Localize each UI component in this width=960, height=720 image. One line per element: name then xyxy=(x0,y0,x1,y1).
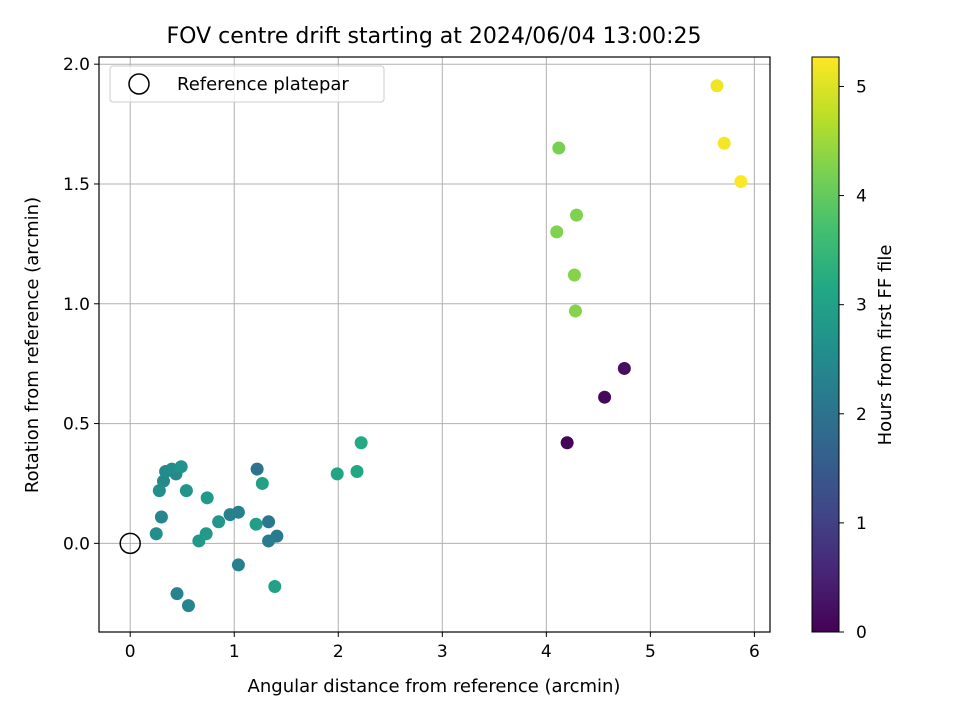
data-point xyxy=(170,587,184,601)
y-tick-label: 0.0 xyxy=(63,534,90,554)
data-point xyxy=(550,225,564,239)
x-tick-label: 6 xyxy=(749,642,760,662)
x-tick-label: 2 xyxy=(333,642,344,662)
data-point xyxy=(262,515,276,529)
colorbar-gradient xyxy=(812,57,839,632)
colorbar: 0 1 2 3 4 5 Hours from first FF file xyxy=(811,56,896,643)
x-tick-label: 1 xyxy=(229,642,240,662)
data-point xyxy=(617,361,631,375)
data-point xyxy=(255,476,269,490)
colorbar-frame xyxy=(811,56,840,633)
x-tick-label: 3 xyxy=(437,642,448,662)
data-point xyxy=(570,208,584,222)
x-tick-label: 5 xyxy=(645,642,656,662)
y-tick-label: 1.0 xyxy=(63,295,90,315)
data-point xyxy=(268,579,282,593)
data-point xyxy=(330,467,344,481)
x-tick-label: 0 xyxy=(125,642,136,662)
data-point xyxy=(350,464,364,478)
data-point xyxy=(154,510,168,524)
colorbar-tick-label: 4 xyxy=(856,187,867,207)
legend: Reference platepar xyxy=(109,65,385,103)
legend-reference-marker xyxy=(128,73,150,95)
legend-entry-label: Reference platepar xyxy=(177,74,349,95)
data-point xyxy=(552,141,566,155)
colorbar-ticks: 0 1 2 3 4 5 xyxy=(839,77,867,643)
colorbar-label: Hours from first FF file xyxy=(875,245,896,446)
data-point xyxy=(249,517,263,531)
reference-marker-layer xyxy=(119,532,141,555)
y-tick-label: 2.0 xyxy=(63,55,90,75)
data-point xyxy=(181,599,195,613)
data-point xyxy=(568,304,582,318)
data-point xyxy=(560,436,574,450)
x-axis-label: Angular distance from reference (arcmin) xyxy=(248,676,621,697)
colorbar-tick-label: 2 xyxy=(856,405,867,425)
data-point xyxy=(152,484,166,498)
data-point xyxy=(734,175,748,189)
legend-box xyxy=(109,65,385,103)
data-point xyxy=(598,390,612,404)
data-point xyxy=(200,491,214,505)
data-point xyxy=(174,460,188,474)
data-point xyxy=(231,558,245,572)
chart-title: FOV centre drift starting at 2024/06/04 … xyxy=(167,24,702,49)
data-point xyxy=(199,527,213,541)
y-tick-label: 0.5 xyxy=(63,415,90,435)
data-point xyxy=(354,436,368,450)
data-point xyxy=(179,484,193,498)
plot-frame xyxy=(98,56,771,633)
reference-platepar-marker xyxy=(119,532,141,555)
y-axis-label: Rotation from reference (arcmin) xyxy=(22,197,43,493)
data-point xyxy=(710,79,724,93)
y-axis-ticks: 0.0 0.5 1.0 1.5 2.0 xyxy=(63,55,99,554)
data-point xyxy=(567,268,581,282)
colorbar-tick-label: 3 xyxy=(856,296,867,316)
data-point xyxy=(717,136,731,150)
x-axis-ticks: 0 1 2 3 4 5 6 xyxy=(125,632,760,662)
data-point xyxy=(149,527,163,541)
colorbar-tick-label: 5 xyxy=(856,77,867,97)
data-point xyxy=(250,462,264,476)
colorbar-tick-label: 1 xyxy=(856,514,867,534)
data-point xyxy=(223,508,237,522)
x-tick-label: 4 xyxy=(541,642,552,662)
data-point xyxy=(212,515,226,529)
y-tick-label: 1.5 xyxy=(63,175,90,195)
data-points xyxy=(149,79,748,613)
grid-lines xyxy=(99,57,770,632)
data-point xyxy=(262,534,276,548)
colorbar-tick-label: 0 xyxy=(856,623,867,643)
